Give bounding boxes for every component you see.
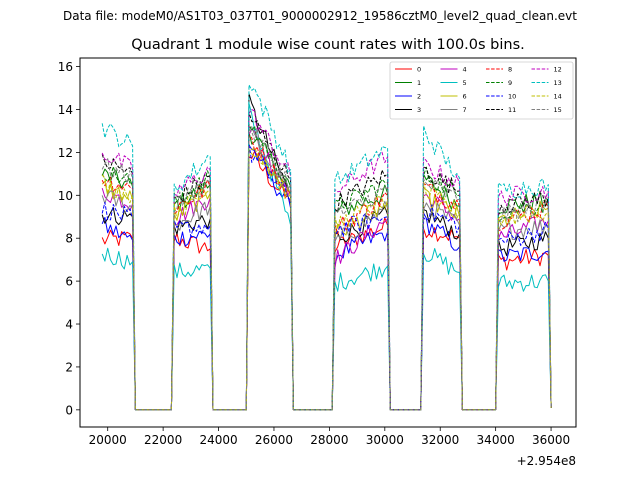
y-tick-label: 2 — [65, 360, 73, 374]
x-tick-label: 26000 — [255, 433, 293, 447]
y-tick-label: 0 — [65, 403, 73, 417]
x-tick-label: 34000 — [477, 433, 515, 447]
series-line-14 — [101, 147, 552, 411]
x-tick-label: 28000 — [310, 433, 348, 447]
y-tick-label: 14 — [58, 103, 73, 117]
legend-label-5: 5 — [463, 79, 467, 87]
series-layer — [101, 84, 552, 411]
legend-label-13: 13 — [554, 79, 562, 87]
legend-label-9: 9 — [508, 79, 512, 87]
x-axis: 20000 22000 24000 26000 28000 30000 32000 34000… — [89, 427, 570, 447]
x-tick-label: 24000 — [199, 433, 237, 447]
legend-label-0: 0 — [417, 66, 421, 74]
x-tick-label: 30000 — [366, 433, 404, 447]
x-offset-label: +2.954e8 — [517, 454, 576, 468]
x-tick-label: 32000 — [421, 433, 459, 447]
legend-label-1: 1 — [417, 79, 421, 87]
legend-label-7: 7 — [463, 106, 467, 114]
y-tick-label: 16 — [58, 60, 73, 74]
legend-label-11: 11 — [508, 106, 516, 114]
y-tick-label: 6 — [65, 275, 73, 289]
legend-box — [389, 61, 574, 120]
plot-area: 20000 22000 24000 26000 28000 30000 32000 34000… — [58, 57, 577, 468]
axes-background — [80, 58, 576, 427]
legend-label-3: 3 — [417, 106, 421, 114]
axes-frame — [79, 57, 577, 428]
chart-title: Quadrant 1 module wise count rates with … — [131, 37, 525, 53]
legend-label-4: 4 — [463, 66, 467, 74]
legend-label-6: 6 — [463, 93, 467, 101]
x-tick-label: 20000 — [89, 433, 127, 447]
y-tick-label: 4 — [65, 318, 73, 332]
x-tick-label: 36000 — [532, 433, 570, 447]
y-tick-label: 10 — [58, 189, 73, 203]
legend-label-2: 2 — [417, 93, 421, 101]
suptitle: Data file: modeM0/AS1T03_037T01_90000029… — [63, 9, 577, 23]
series-line-15 — [101, 128, 552, 411]
x-tick-label: 22000 — [144, 433, 182, 447]
legend-label-15: 15 — [554, 106, 562, 114]
y-axis: 0 2 4 6 8 10 12 14 16 — [58, 60, 80, 417]
legend-label-10: 10 — [508, 93, 516, 101]
legend-label-12: 12 — [554, 66, 562, 74]
legend-label-8: 8 — [508, 66, 512, 74]
y-tick-label: 8 — [65, 232, 73, 246]
legend-label-14: 14 — [554, 93, 562, 101]
y-tick-label: 12 — [58, 146, 73, 160]
